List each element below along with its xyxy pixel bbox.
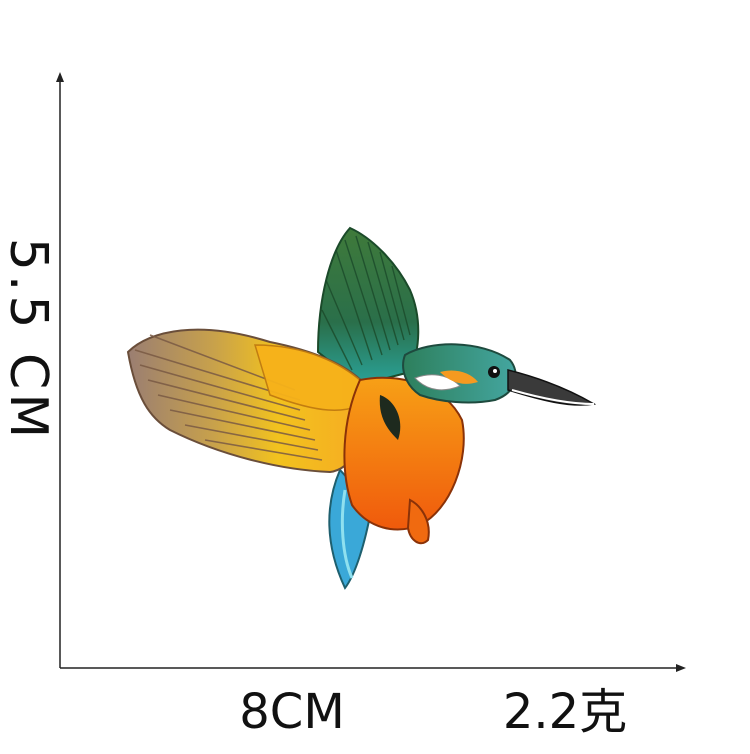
vertical-axis-arrow bbox=[56, 72, 64, 82]
kingfisher-icon bbox=[126, 226, 597, 590]
width-dimension-label: 8CM bbox=[239, 684, 345, 740]
weight-label: 2.2克 bbox=[502, 684, 628, 740]
height-dimension-label: 5.5 CM bbox=[0, 237, 58, 443]
axes bbox=[56, 72, 686, 672]
horizontal-axis-arrow bbox=[676, 664, 686, 672]
